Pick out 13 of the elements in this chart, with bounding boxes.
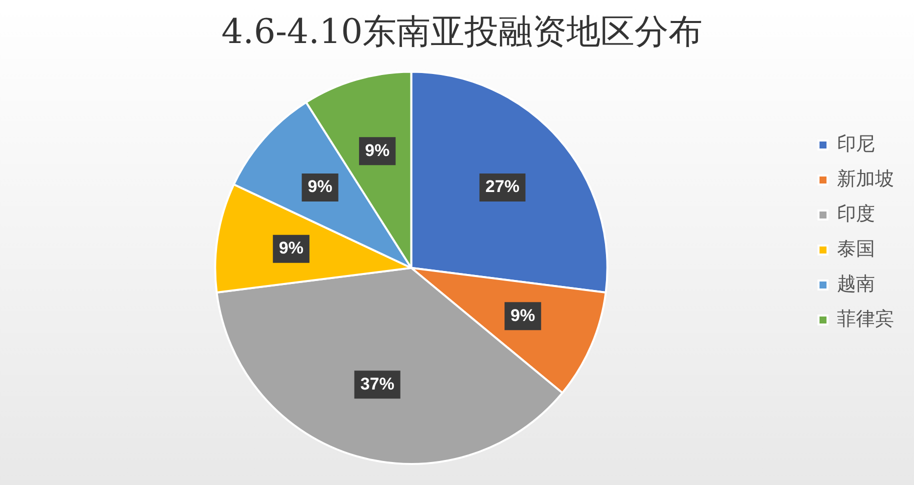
- data-label: 27%: [485, 177, 520, 196]
- data-label: 9%: [365, 140, 390, 160]
- chart-title: 4.6-4.10东南亚投融资地区分布: [221, 12, 703, 52]
- data-label: 9%: [278, 238, 304, 258]
- data-label: 9%: [308, 177, 332, 196]
- legend-label: 印度: [837, 202, 875, 225]
- legend-label: 菲律宾: [837, 308, 894, 330]
- data-label: 9%: [510, 306, 536, 325]
- legend-label: 新加坡: [837, 168, 894, 190]
- legend-label: 越南: [837, 272, 875, 295]
- legend-label: 印尼: [837, 132, 875, 155]
- legend-label: 泰国: [837, 238, 875, 260]
- data-label: 37%: [360, 374, 394, 394]
